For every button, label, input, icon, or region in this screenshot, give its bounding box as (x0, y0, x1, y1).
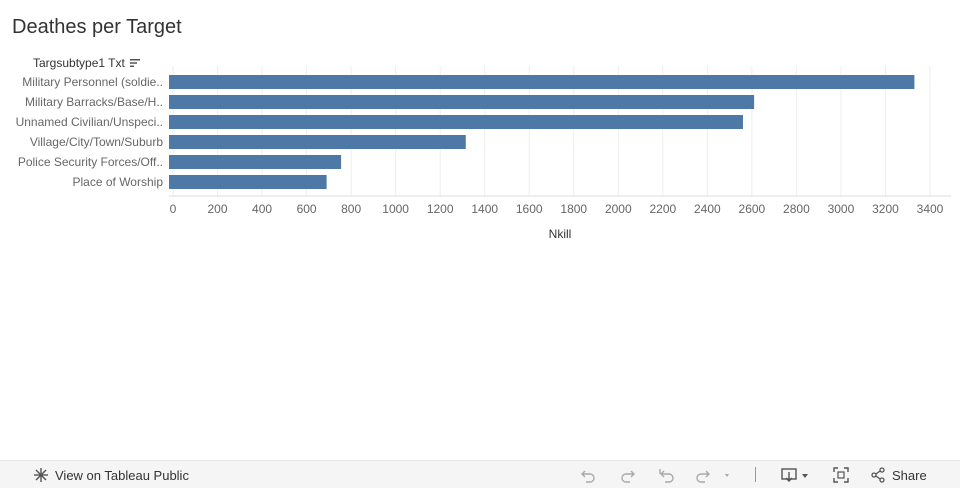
bar-3[interactable] (169, 135, 466, 149)
x-tick-label-0: 0 (170, 202, 177, 216)
toolbar-separator (755, 467, 756, 482)
fullscreen-icon (833, 467, 849, 483)
revert-icon (659, 469, 674, 483)
tableau-logo-icon (34, 468, 48, 482)
x-tick-label-13: 2600 (739, 202, 766, 216)
x-tick-label-7: 1400 (471, 202, 498, 216)
x-tick-label-3: 600 (297, 202, 317, 216)
x-tick-label-5: 1000 (382, 202, 409, 216)
x-axis-title: Nkill (549, 227, 572, 241)
category-label-5[interactable]: Place of Worship (73, 175, 164, 189)
category-label-4[interactable]: Police Security Forces/Off.. (18, 155, 163, 169)
x-tick-label-4: 800 (341, 202, 361, 216)
revert-button[interactable] (656, 465, 678, 485)
undo-icon (581, 470, 595, 483)
download-button[interactable] (780, 465, 812, 485)
x-tick-label-14: 2800 (783, 202, 810, 216)
category-label-3[interactable]: Village/City/Town/Suburb (30, 135, 164, 149)
dimension-header[interactable]: Targsubtype1 Txt (33, 56, 141, 70)
x-tick-label-6: 1200 (427, 202, 454, 216)
bar-4[interactable] (169, 155, 342, 169)
share-label: Share (892, 467, 927, 483)
bar-1[interactable] (169, 95, 755, 109)
bar-chart: Military Personnel (soldie.. Military Bar… (16, 66, 951, 241)
x-tick-label-1: 200 (208, 202, 228, 216)
share-icon (871, 467, 885, 483)
sort-descending-icon[interactable] (129, 57, 141, 69)
chart-title: Deathes per Target (12, 16, 182, 38)
refresh-button[interactable] (694, 465, 734, 485)
bar-0[interactable] (169, 75, 915, 89)
category-label-2[interactable]: Unnamed Civilian/Unspeci.. (16, 115, 163, 129)
x-tick-label-2: 400 (252, 202, 272, 216)
share-button[interactable]: Share (870, 465, 930, 485)
x-tick-label-10: 2000 (605, 202, 632, 216)
x-tick-label-15: 3000 (828, 202, 855, 216)
redo-icon (621, 470, 635, 483)
undo-button[interactable] (578, 465, 598, 485)
category-label-0[interactable]: Military Personnel (soldie.. (22, 75, 163, 89)
bar-2[interactable] (169, 115, 743, 129)
fullscreen-button[interactable] (830, 465, 852, 485)
x-tick-label-17: 3400 (917, 202, 944, 216)
bar-5[interactable] (169, 175, 327, 189)
x-tick-label-9: 1800 (560, 202, 587, 216)
x-tick-label-11: 2200 (649, 202, 676, 216)
view-on-tableau-label: View on Tableau Public (55, 467, 189, 483)
redo-button[interactable] (618, 465, 638, 485)
dimension-header-label: Targsubtype1 Txt (33, 56, 125, 70)
x-tick-label-16: 3200 (872, 202, 899, 216)
view-on-tableau-button[interactable]: View on Tableau Public (33, 467, 189, 483)
toolbar: View on Tableau Public (0, 460, 960, 488)
x-tick-label-8: 1600 (516, 202, 543, 216)
x-tick-label-12: 2400 (694, 202, 721, 216)
refresh-icon (696, 470, 729, 483)
download-icon (781, 468, 808, 482)
category-label-1[interactable]: Military Barracks/Base/H.. (25, 95, 163, 109)
